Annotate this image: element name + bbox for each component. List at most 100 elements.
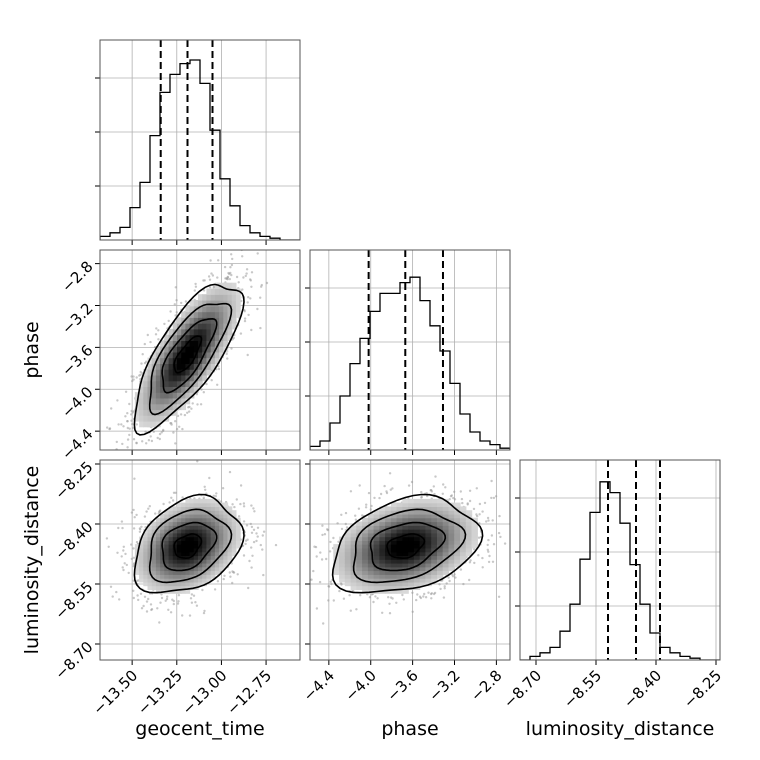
sample-point <box>209 259 212 262</box>
density-cell <box>223 334 229 341</box>
density-cell <box>390 532 398 538</box>
density-cell <box>448 525 455 530</box>
sample-point <box>468 578 471 582</box>
density-cell <box>189 502 195 507</box>
density-cell <box>143 566 149 572</box>
density-cell <box>164 536 170 541</box>
sample-point <box>439 587 442 591</box>
sample-point <box>139 592 143 595</box>
density-cell <box>385 566 392 572</box>
density-cell <box>448 513 455 519</box>
sample-point <box>129 454 131 456</box>
density-cell <box>198 323 203 330</box>
density-cell <box>219 340 224 347</box>
density-cell <box>425 513 432 519</box>
density-cell <box>202 369 207 376</box>
density-cell <box>223 551 229 557</box>
density-cell <box>155 392 161 399</box>
sample-point <box>340 583 343 586</box>
density-cell <box>344 529 352 534</box>
density-cell <box>185 574 191 579</box>
density-cell <box>139 392 144 399</box>
density-cell <box>419 532 427 538</box>
sample-point <box>466 502 469 505</box>
sample-point <box>242 505 246 508</box>
density-cell <box>454 559 461 564</box>
density-cell <box>151 547 157 553</box>
density-cell <box>231 305 237 313</box>
density-cell <box>219 547 224 553</box>
density-cell <box>214 317 220 324</box>
density-cell <box>339 578 346 583</box>
sample-point <box>202 496 205 499</box>
density-cell <box>425 498 432 504</box>
sample-point <box>242 520 246 523</box>
density-cell <box>373 559 380 564</box>
density-cell <box>227 334 233 341</box>
density-cell <box>198 311 203 318</box>
density-cell <box>210 547 216 553</box>
density-cell <box>396 536 403 541</box>
contour-level-2 <box>148 508 233 584</box>
sample-point <box>131 379 134 383</box>
density-cell <box>164 563 170 568</box>
density-cell <box>202 521 207 526</box>
density-cell <box>362 547 369 553</box>
panel-frame <box>309 459 511 661</box>
density-cell <box>193 311 199 318</box>
density-cell <box>198 513 203 519</box>
density-cell <box>454 502 461 507</box>
density-cell <box>189 506 195 511</box>
sample-point <box>122 545 126 548</box>
density-cell <box>373 521 380 526</box>
density-cell <box>396 574 403 579</box>
density-cell <box>206 305 212 313</box>
density-cell <box>198 510 203 515</box>
density-cell <box>214 551 220 557</box>
density-cell <box>139 551 144 557</box>
density-cell <box>181 323 186 330</box>
density-cell <box>460 551 467 557</box>
sample-point <box>250 271 254 274</box>
density-cell <box>168 510 174 515</box>
density-cell <box>193 498 199 504</box>
sample-point <box>485 520 488 523</box>
sample-point <box>138 527 142 530</box>
density-cell <box>385 578 392 583</box>
density-cell <box>223 517 229 523</box>
density-cell <box>373 540 380 545</box>
density-cell <box>223 563 229 568</box>
density-cell <box>362 574 369 579</box>
density-cell <box>460 547 467 553</box>
density-cell <box>431 510 438 515</box>
density-cell <box>333 547 340 553</box>
density-cell <box>202 334 207 341</box>
density-cell <box>214 328 220 336</box>
density-cell <box>402 529 409 534</box>
density-cell <box>164 566 170 572</box>
density-cell <box>385 570 392 575</box>
sample-point <box>167 608 170 611</box>
density-cell <box>379 544 386 549</box>
sample-point <box>481 510 484 513</box>
sample-point <box>407 484 411 487</box>
density-cell <box>151 570 157 575</box>
density-cell <box>134 392 140 399</box>
density-cell <box>185 585 191 590</box>
sample-point <box>205 382 208 386</box>
density-cell <box>206 498 212 504</box>
sample-point <box>233 505 236 509</box>
density-cell <box>385 585 392 590</box>
sample-point <box>231 257 234 261</box>
density-cell <box>151 415 157 422</box>
density-cell <box>202 547 207 553</box>
density-cell <box>219 563 224 568</box>
density-cell <box>151 392 157 399</box>
density-cell <box>202 563 207 568</box>
sample-point <box>148 505 151 508</box>
panel-frame <box>519 459 721 661</box>
sample-point <box>225 352 228 356</box>
density-cell <box>437 566 444 572</box>
sample-point <box>239 502 242 506</box>
density-cell <box>385 559 392 564</box>
